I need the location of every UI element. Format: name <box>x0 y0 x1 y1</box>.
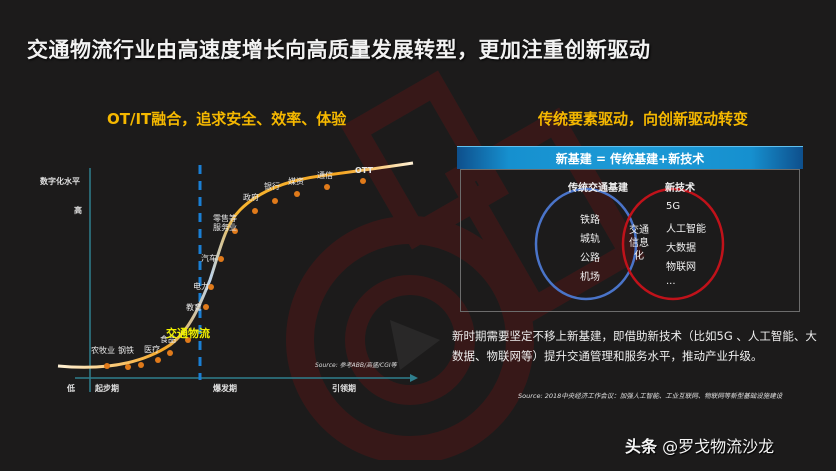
venn-right-title: 新技术 <box>665 183 695 194</box>
venn-right-item: 人工智能 <box>666 224 706 235</box>
page-title: 交通物流行业由高速度增长向高质量发展转型，更加注重创新驱动 <box>27 38 651 62</box>
industry-label: 银行 <box>264 182 280 191</box>
right-source: Source: 2018中央经济工作会议：加强人工智能、工业互联网、物联网等新型… <box>518 392 783 400</box>
industry-label: 零售等服务业 <box>213 214 237 232</box>
phase-burst: 爆发期 <box>213 384 237 393</box>
venn-left-item: 铁路 <box>580 215 600 226</box>
industry-label: OTT <box>355 166 373 175</box>
venn-diagram-box: 传统交通基建 新技术 铁路 城轨 公路 机场 交通 信息 化 5G 人工智能 大… <box>460 169 800 312</box>
phase-lead: 引领期 <box>332 384 356 393</box>
venn-left-item: 城轨 <box>580 234 600 245</box>
footer-handle: @罗戈物流沙龙 <box>662 437 775 456</box>
industry-label: 教育 <box>186 303 202 312</box>
industry-label: 医疗 <box>144 345 160 354</box>
footer-attribution: 头条 @罗戈物流沙龙 <box>625 433 774 457</box>
industry-label: 电力 <box>193 282 209 291</box>
description-paragraph: 新时期需要坚定不移上新基建，即借助新技术（比如5G 、人工智能、大数据、物联网等… <box>452 329 817 363</box>
footer-brand: 头条 <box>625 437 658 456</box>
formula-banner: 新基建 = 传统基建+新技术 <box>457 146 803 169</box>
venn-right-item: 5G <box>666 201 681 212</box>
s-curve-graphic <box>57 161 418 392</box>
venn-center-text: 交通 信息 化 <box>629 225 649 262</box>
industry-label: 食品 <box>160 335 176 344</box>
phase-start: 起步期 <box>95 384 119 393</box>
venn-left-item: 公路 <box>580 253 600 264</box>
venn-circles <box>534 187 725 301</box>
venn-left-item: 机场 <box>580 272 600 283</box>
industry-label: 政府 <box>243 193 259 202</box>
industry-label: 钢铁 <box>118 346 134 355</box>
venn-right-item: ... <box>666 276 676 287</box>
industry-label: 媒资 <box>288 177 304 186</box>
y-low-label: 低 <box>67 384 75 393</box>
left-subtitle: OT/IT融合，追求安全、效率、体验 <box>107 110 347 128</box>
y-high-label: 高 <box>74 206 82 215</box>
highlight-industry-label: 交通物流 <box>166 327 210 340</box>
chart-source: Source: 参考ABB/高盛/CGI等 <box>315 362 397 369</box>
venn-left-title: 传统交通基建 <box>568 183 628 194</box>
s-curve-chart: 数字化水平 高 低 起步期 爆发期 引领期 Source: 参考ABB/高盛/C… <box>0 0 440 420</box>
right-subtitle: 传统要素驱动，向创新驱动转变 <box>538 110 749 128</box>
y-axis-label: 数字化水平 <box>40 177 80 186</box>
industry-label: 汽车 <box>201 254 217 263</box>
industry-label: 通信 <box>317 171 333 180</box>
venn-right-item: 物联网 <box>666 262 696 273</box>
venn-right-item: 大数据 <box>666 243 696 254</box>
industry-label: 农牧业 <box>91 346 115 355</box>
